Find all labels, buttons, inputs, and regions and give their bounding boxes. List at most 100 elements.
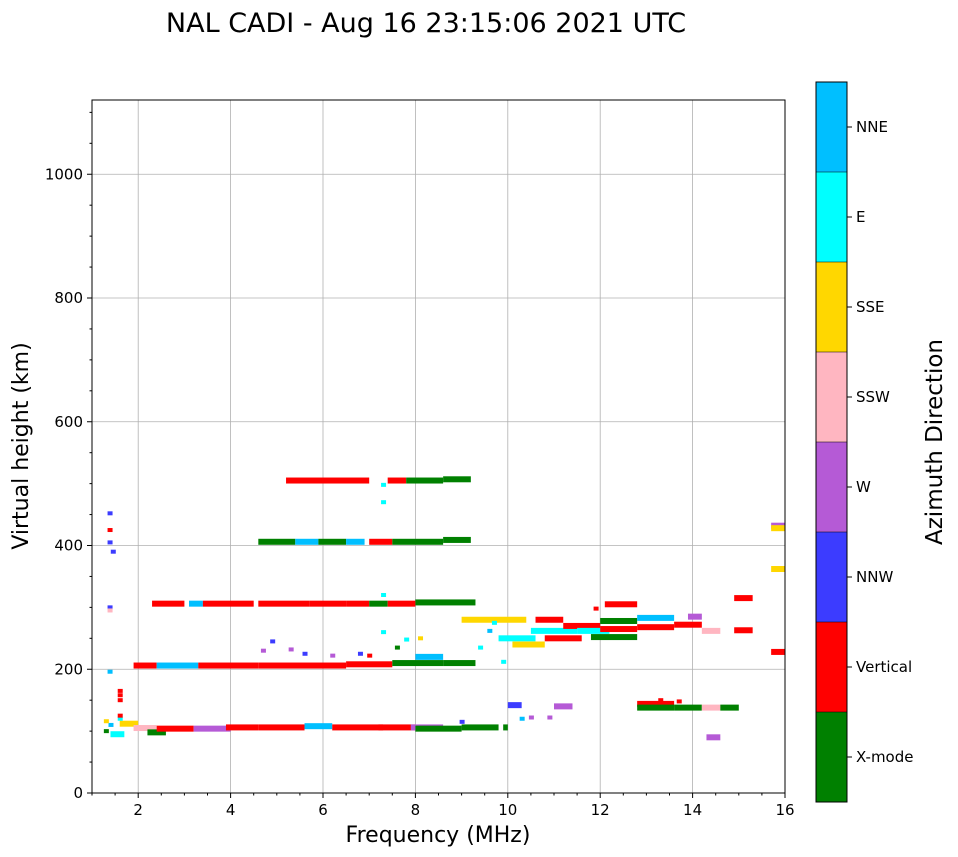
colorbar-swatch-sse	[816, 262, 847, 352]
echo-point	[357, 651, 363, 656]
echo-segment	[156, 725, 194, 732]
echo-segment	[563, 622, 601, 629]
colorbar-label: NNE	[856, 118, 888, 136]
echo-point	[478, 645, 484, 650]
plot-frame	[91, 99, 786, 794]
echo-point	[117, 716, 123, 721]
echo-point	[394, 645, 400, 650]
echo-segment	[387, 477, 407, 484]
echo-point	[103, 719, 109, 724]
echo-segment	[461, 616, 527, 623]
echo-point	[367, 653, 373, 658]
y-tick-label: 200	[54, 660, 83, 678]
echo-segment	[674, 704, 702, 711]
echo-segment	[600, 626, 638, 633]
echo-data	[103, 476, 785, 741]
echo-segment	[225, 724, 259, 731]
y-axis-ticks: 0 200 400 600 800 1000	[45, 111, 92, 802]
echo-segment	[193, 725, 231, 732]
echo-segment	[415, 653, 444, 660]
x-tick-label: 12	[591, 801, 610, 819]
echo-segment	[701, 627, 721, 634]
echo-segment	[318, 538, 347, 545]
echo-segment	[498, 635, 536, 642]
echo-point	[108, 722, 114, 727]
echo-segment	[258, 724, 305, 731]
y-tick-label: 1000	[45, 165, 83, 183]
echo-segment	[637, 704, 675, 711]
echo-point	[107, 605, 113, 610]
echo-point	[381, 593, 387, 597]
echo-point	[288, 647, 294, 652]
colorbar: X-mode Vertical NNW W SSW SSE E NNE	[815, 81, 913, 803]
echo-segment	[461, 724, 499, 731]
y-tick-label: 600	[54, 413, 83, 431]
echo-segment	[119, 720, 139, 727]
echo-segment	[720, 704, 739, 711]
colorbar-label: E	[856, 208, 865, 226]
y-axis-title: Virtual height (km)	[9, 342, 34, 549]
echo-point	[528, 715, 534, 720]
echo-point	[381, 630, 387, 635]
echo-segment	[133, 725, 157, 732]
echo-point	[547, 715, 553, 720]
echo-segment	[392, 660, 444, 667]
echo-segment	[189, 600, 203, 607]
echo-segment	[443, 476, 471, 483]
echo-segment	[415, 599, 476, 606]
echo-segment	[734, 627, 753, 634]
echo-point	[260, 648, 266, 653]
echo-segment	[687, 613, 702, 620]
echo-segment	[258, 600, 310, 607]
colorbar-swatch-nnw	[816, 532, 847, 622]
colorbar-swatch-nne	[816, 82, 847, 172]
echo-point	[302, 651, 308, 656]
x-tick-label: 4	[226, 801, 236, 819]
echo-segment	[415, 725, 462, 732]
colorbar-label: SSW	[856, 388, 890, 406]
echo-point	[418, 636, 424, 641]
echo-segment	[507, 702, 522, 709]
echo-point	[487, 628, 493, 633]
echo-segment	[202, 600, 254, 607]
echo-segment	[577, 627, 610, 634]
echo-segment	[674, 621, 702, 628]
echo-point	[107, 540, 113, 545]
echo-point	[117, 698, 123, 703]
colorbar-title: Azimuth Direction	[922, 339, 948, 545]
echo-segment	[258, 662, 347, 669]
echo-segment	[701, 704, 721, 711]
echo-point	[117, 688, 123, 693]
colorbar-label: NNW	[856, 568, 893, 586]
colorbar-label: Vertical	[856, 658, 912, 676]
echo-segment	[156, 662, 199, 669]
echo-point	[381, 500, 387, 505]
colorbar-swatch-x-mode	[816, 712, 847, 802]
x-tick-label: 2	[133, 801, 143, 819]
echo-segment	[198, 662, 259, 669]
echo-segment	[346, 538, 365, 545]
echo-point	[117, 713, 123, 718]
echo-segment	[544, 635, 582, 642]
echo-point	[330, 653, 336, 658]
echo-point	[107, 669, 113, 674]
echo-point	[491, 620, 497, 625]
echo-segment	[734, 595, 753, 602]
echo-segment	[286, 477, 370, 484]
echo-segment	[590, 634, 638, 641]
colorbar-frame	[815, 81, 848, 803]
echo-point	[117, 693, 123, 698]
echo-point	[676, 699, 682, 704]
echo-segment	[110, 731, 125, 738]
echo-segment	[387, 600, 416, 607]
echo-point	[593, 606, 599, 611]
echo-point	[107, 528, 113, 533]
echo-segment	[378, 724, 416, 731]
colorbar-label: X-mode	[856, 748, 913, 766]
echo-segment	[369, 600, 388, 607]
echo-segment	[771, 566, 785, 573]
echo-point	[658, 698, 664, 703]
echo-point	[519, 716, 525, 721]
chart-title: NAL CADI - Aug 16 23:15:06 2021 UTC	[166, 8, 686, 39]
x-tick-label: 6	[318, 801, 328, 819]
